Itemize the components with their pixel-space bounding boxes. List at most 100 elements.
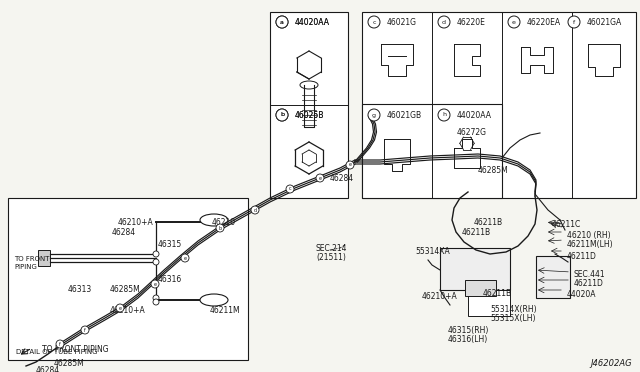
Circle shape [81,326,89,334]
Ellipse shape [200,294,228,306]
Text: 46021GB: 46021GB [387,111,422,120]
Circle shape [276,16,288,28]
Text: 46025B: 46025B [295,111,324,120]
Text: 46211B: 46211B [474,218,503,227]
Text: 46211B: 46211B [462,228,491,237]
Text: f: f [59,341,61,346]
Text: 44020AA: 44020AA [457,111,492,120]
Bar [536,256,570,298]
Text: f: f [573,19,575,25]
Text: 46211M: 46211M [210,306,241,315]
Text: 46211B: 46211B [483,289,512,298]
Text: TO FRONT PIPING: TO FRONT PIPING [42,345,109,354]
Text: TO FRONT: TO FRONT [14,256,49,262]
Bar [440,248,510,290]
Circle shape [181,254,189,262]
Text: h: h [442,112,446,118]
Text: SEC.441: SEC.441 [574,270,605,279]
Circle shape [438,109,450,121]
Circle shape [153,259,159,265]
Bar [465,280,496,296]
Text: 46285M: 46285M [54,359,84,368]
Text: g: g [372,112,376,118]
Text: 44020AA: 44020AA [295,18,330,27]
Text: b: b [218,225,221,231]
Text: 46210 (RH): 46210 (RH) [567,231,611,240]
Ellipse shape [200,214,228,226]
Text: 46211M(LH): 46211M(LH) [567,240,614,249]
Text: DETAIL OF TUBE PIPING: DETAIL OF TUBE PIPING [16,349,97,355]
Text: 46025B: 46025B [295,111,324,120]
Text: 46220E: 46220E [457,18,486,27]
Text: 55314X(RH): 55314X(RH) [490,305,536,314]
Text: d: d [253,208,257,212]
Text: 46284: 46284 [330,174,354,183]
Text: d: d [442,19,446,25]
Circle shape [508,16,520,28]
Text: 46211D: 46211D [574,279,604,288]
Text: 55314XA: 55314XA [415,247,450,256]
Text: 44020AA: 44020AA [295,18,330,27]
Text: 46285M: 46285M [110,285,141,294]
Text: 46313: 46313 [68,285,92,294]
Text: e: e [118,305,122,311]
Bar [362,12,636,198]
Text: e: e [154,282,157,286]
Text: (21511): (21511) [316,253,346,262]
Circle shape [368,109,380,121]
Text: SEC.214: SEC.214 [316,244,348,253]
Circle shape [276,16,288,28]
Text: c: c [372,19,376,25]
Text: 46284: 46284 [112,228,136,237]
Circle shape [216,224,224,232]
Text: e: e [319,176,321,180]
Text: 46210: 46210 [212,218,236,227]
Circle shape [276,109,288,121]
Text: 46316(LH): 46316(LH) [448,335,488,344]
Text: 46210+A: 46210+A [118,218,154,227]
Bar [38,250,50,266]
Text: 46220EA: 46220EA [527,18,561,27]
Text: 46211D: 46211D [567,252,597,261]
Text: b: b [280,112,284,118]
Text: e: e [184,256,186,260]
Text: 46272G: 46272G [457,128,487,137]
Bar [468,290,510,316]
Text: a: a [280,19,284,25]
Text: 46021GA: 46021GA [587,18,622,27]
Text: 46021G: 46021G [387,18,417,27]
Text: c: c [289,186,291,192]
Circle shape [316,174,324,182]
Text: 55315X(LH): 55315X(LH) [490,314,536,323]
Text: b: b [280,112,284,118]
Text: 46210+A: 46210+A [110,306,146,315]
Text: 46211C: 46211C [552,220,581,229]
Text: e: e [512,19,516,25]
Circle shape [56,340,64,348]
Circle shape [368,16,380,28]
Text: 46284: 46284 [36,366,60,372]
Circle shape [153,251,159,257]
Bar [362,104,502,198]
Circle shape [153,299,159,305]
Bar [270,12,348,198]
Text: 46316: 46316 [158,275,182,284]
Text: 46285M: 46285M [478,166,509,175]
Circle shape [438,16,450,28]
Circle shape [568,16,580,28]
Circle shape [346,161,354,169]
Circle shape [116,304,124,312]
Circle shape [153,295,159,301]
Text: 44020A: 44020A [567,290,596,299]
Circle shape [251,206,259,214]
Text: 46315: 46315 [158,240,182,249]
Text: e: e [349,163,351,167]
Text: J46202AG: J46202AG [590,359,632,368]
Circle shape [276,109,288,121]
Circle shape [151,280,159,288]
Text: f: f [84,327,86,333]
Text: 46210+A: 46210+A [422,292,458,301]
Text: a: a [280,19,284,25]
Text: 46315(RH): 46315(RH) [448,326,490,335]
Bar [8,198,248,360]
